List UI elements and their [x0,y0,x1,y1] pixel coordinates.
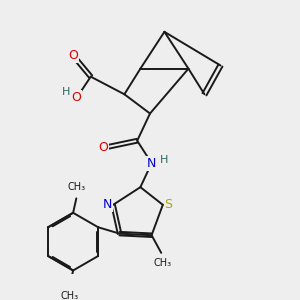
Text: N: N [147,157,156,170]
Text: O: O [98,141,108,154]
Text: H: H [160,155,168,165]
Text: CH₃: CH₃ [61,291,79,300]
Text: O: O [71,91,81,104]
Text: O: O [68,49,78,62]
Text: N: N [103,198,112,211]
Text: CH₃: CH₃ [154,258,172,268]
Text: H: H [61,87,70,97]
Text: CH₃: CH₃ [67,182,86,192]
Text: S: S [165,198,172,211]
